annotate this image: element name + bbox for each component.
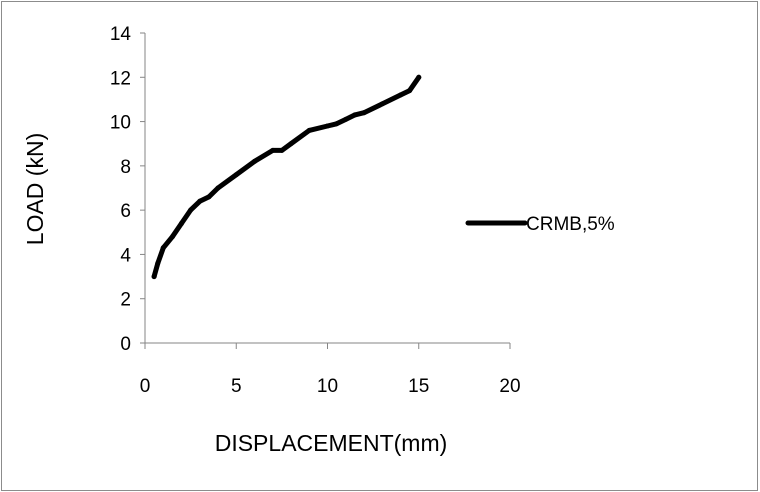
data-point [160,245,166,251]
data-point [379,101,385,107]
data-point [398,92,403,98]
data-point [306,127,312,133]
y-axis-title: LOAD (kN) [22,133,48,245]
data-point [270,147,276,153]
data-point [416,74,422,80]
x-tick-label: 20 [499,376,520,397]
legend: CRMB,5% [465,214,615,235]
data-point [279,147,285,153]
data-point [288,141,294,147]
plot-area [151,74,422,280]
x-tick-label: 5 [231,376,242,397]
y-tick-label: 8 [120,157,131,178]
x-tick-label: 15 [408,376,429,397]
data-point [352,112,358,118]
y-tick-label: 2 [120,290,131,311]
series-line-0 [151,74,422,280]
data-point [169,234,175,240]
data-point [155,260,161,266]
y-tick-label: 14 [110,24,132,45]
data-point [151,274,157,280]
data-point [233,172,239,178]
data-point [343,116,349,122]
x-tick-labels: 0 5 10 15 20 [140,376,521,397]
y-tick-label: 6 [120,201,131,222]
y-tick-label: 0 [120,334,131,355]
data-point [179,220,184,226]
data-point [215,185,221,191]
data-point [334,121,340,127]
data-point [361,110,367,116]
x-tick-label: 0 [140,376,151,397]
y-tick-labels: 0 2 4 6 8 10 12 14 [110,24,132,355]
x-tick-label: 10 [317,376,338,397]
data-point [197,198,203,204]
y-tick-label: 10 [110,113,131,134]
data-point [252,158,257,164]
x-axis-title: DISPLACEMENT(mm) [215,430,448,456]
y-tick-label: 12 [110,68,131,89]
data-point [188,207,194,213]
y-tick-label: 4 [120,245,131,266]
data-point [206,194,212,200]
axes [140,32,511,349]
data-point [407,88,413,94]
legend-label-crmb-5: CRMB,5% [526,214,615,235]
data-point [325,123,330,129]
